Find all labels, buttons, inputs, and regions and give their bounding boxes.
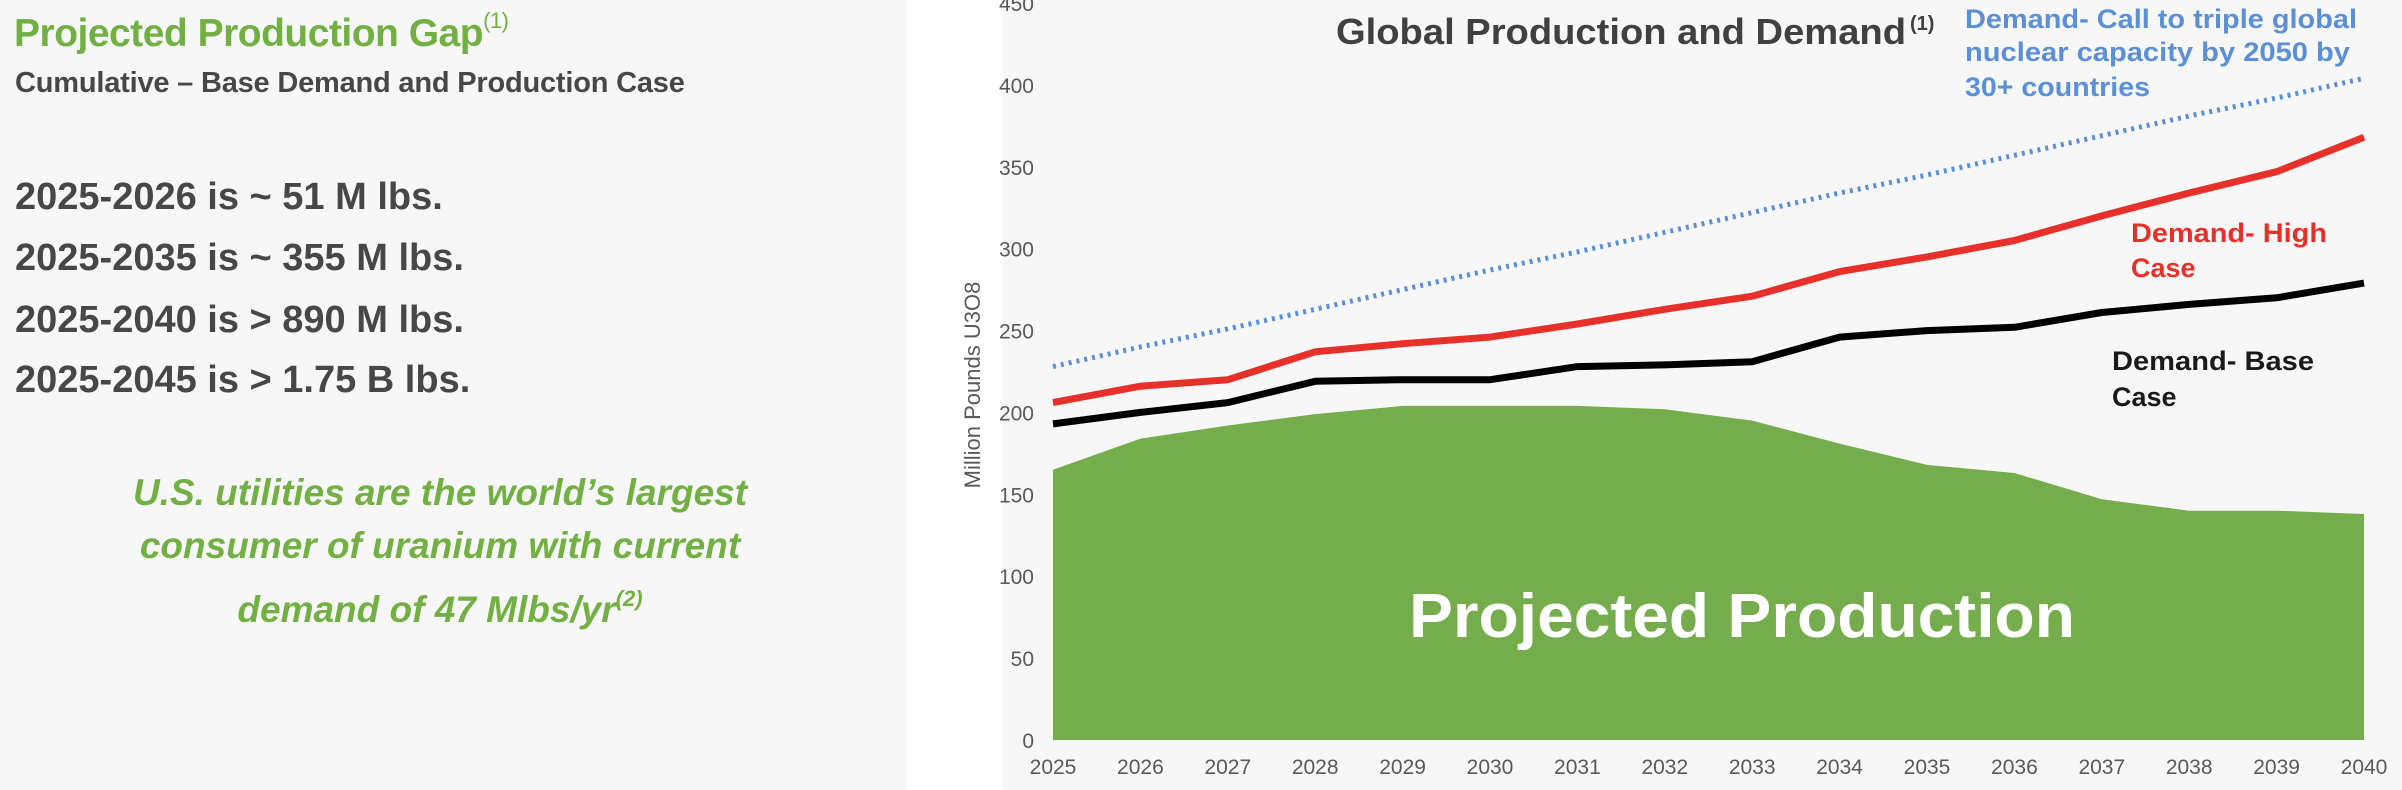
x-tick-label: 2035 [1904, 756, 1951, 779]
x-tick-label: 2033 [1729, 756, 1776, 779]
x-tick-label: 2039 [2253, 756, 2300, 779]
annotation-line: Demand- Base [2112, 346, 2314, 376]
y-tick-label: 450 [999, 0, 1034, 16]
footnote-ref: (1) [483, 8, 509, 33]
y-tick-label: 0 [1022, 730, 1034, 753]
annotation-line: nuclear capacity by 2050 by [1965, 37, 2350, 67]
y-tick-label: 50 [1011, 648, 1034, 671]
x-tick-label: 2036 [1991, 756, 2038, 779]
y-tick-label: 250 [999, 321, 1034, 344]
area-projected-production [1053, 405, 2364, 740]
high-demand-annotation: Demand- High Case [2131, 218, 2327, 283]
y-tick-label: 200 [999, 402, 1034, 425]
y-axis-label: Million Pounds U3O8 [960, 282, 985, 489]
left-panel: Projected Production Gap(1) Cumulative –… [0, 0, 907, 790]
stat-line: 2025-2045 is > 1.75 B lbs. [15, 359, 471, 401]
stat-line: 2025-2026 is ~ 51 M lbs. [15, 176, 443, 218]
x-tick-label: 2032 [1641, 756, 1688, 779]
x-tick-label: 2029 [1379, 756, 1426, 779]
x-tick-label: 2030 [1467, 756, 1514, 779]
y-tick-label: 400 [999, 75, 1034, 98]
y-tick-label: 350 [999, 157, 1034, 180]
line-demand-high-case [1052, 134, 2366, 407]
y-tick-label: 300 [999, 239, 1034, 262]
panel-title-text: Projected Production Gap [14, 12, 484, 55]
y-tick-label: 100 [999, 566, 1034, 589]
triple-demand-annotation: Demand- Call to triple global nuclear ca… [1965, 4, 2357, 102]
stat-line: 2025-2035 is ~ 355 M lbs. [15, 237, 464, 279]
footnote-ref: (2) [615, 586, 643, 611]
x-tick-label: 2025 [1030, 756, 1077, 779]
chart-title-text: Global Production and Demand [1336, 11, 1906, 52]
annotation-line: Case [2112, 382, 2177, 412]
x-axis-ticks: 2025 2026 2027 2028 2029 2030 2031 2032 2033 2034… [1030, 756, 2388, 779]
annotation-line: Case [2131, 253, 2196, 283]
x-tick-label: 2026 [1117, 756, 1164, 779]
panel-title: Projected Production Gap(1) [14, 8, 509, 56]
base-demand-annotation: Demand- Base Case [2112, 346, 2314, 412]
annotation-line: 30+ countries [1965, 72, 2150, 102]
y-tick-label: 150 [999, 484, 1034, 507]
panel-subtitle: Cumulative – Base Demand and Production … [15, 67, 685, 99]
line-demand-base-case [1052, 279, 2365, 428]
callout-text: U.S. utilities are the world’s largest c… [20, 466, 860, 636]
chart-title: Global Production and Demand [1336, 11, 1906, 52]
x-tick-label: 2034 [1816, 756, 1863, 779]
annotation-line: Demand- High [2131, 218, 2327, 248]
annotation-line: Demand- Call to triple global [1965, 4, 2357, 34]
callout-line: consumer of uranium with current [139, 525, 741, 566]
callout-line: U.S. utilities are the world’s largest [132, 472, 748, 513]
callout-line: demand of 47 Mlbs/yr(2) [20, 572, 860, 636]
x-tick-label: 2037 [2078, 756, 2125, 779]
x-tick-label: 2038 [2166, 756, 2213, 779]
chart-title-note: (1) [1910, 13, 1934, 35]
stat-line: 2025-2040 is > 890 M lbs. [15, 299, 464, 341]
chart-marks [1052, 75, 2366, 740]
x-tick-label: 2027 [1204, 756, 1251, 779]
callout-line-text: demand of 47 Mlbs/yr [237, 589, 616, 630]
x-tick-label: 2028 [1292, 756, 1339, 779]
x-tick-label: 2031 [1554, 756, 1601, 779]
y-axis-ticks: 0 50 100 150 200 250 300 350 400 450 [999, 0, 1034, 753]
x-tick-label: 2040 [2341, 756, 2388, 779]
production-area-label: Projected Production [1409, 582, 2075, 651]
